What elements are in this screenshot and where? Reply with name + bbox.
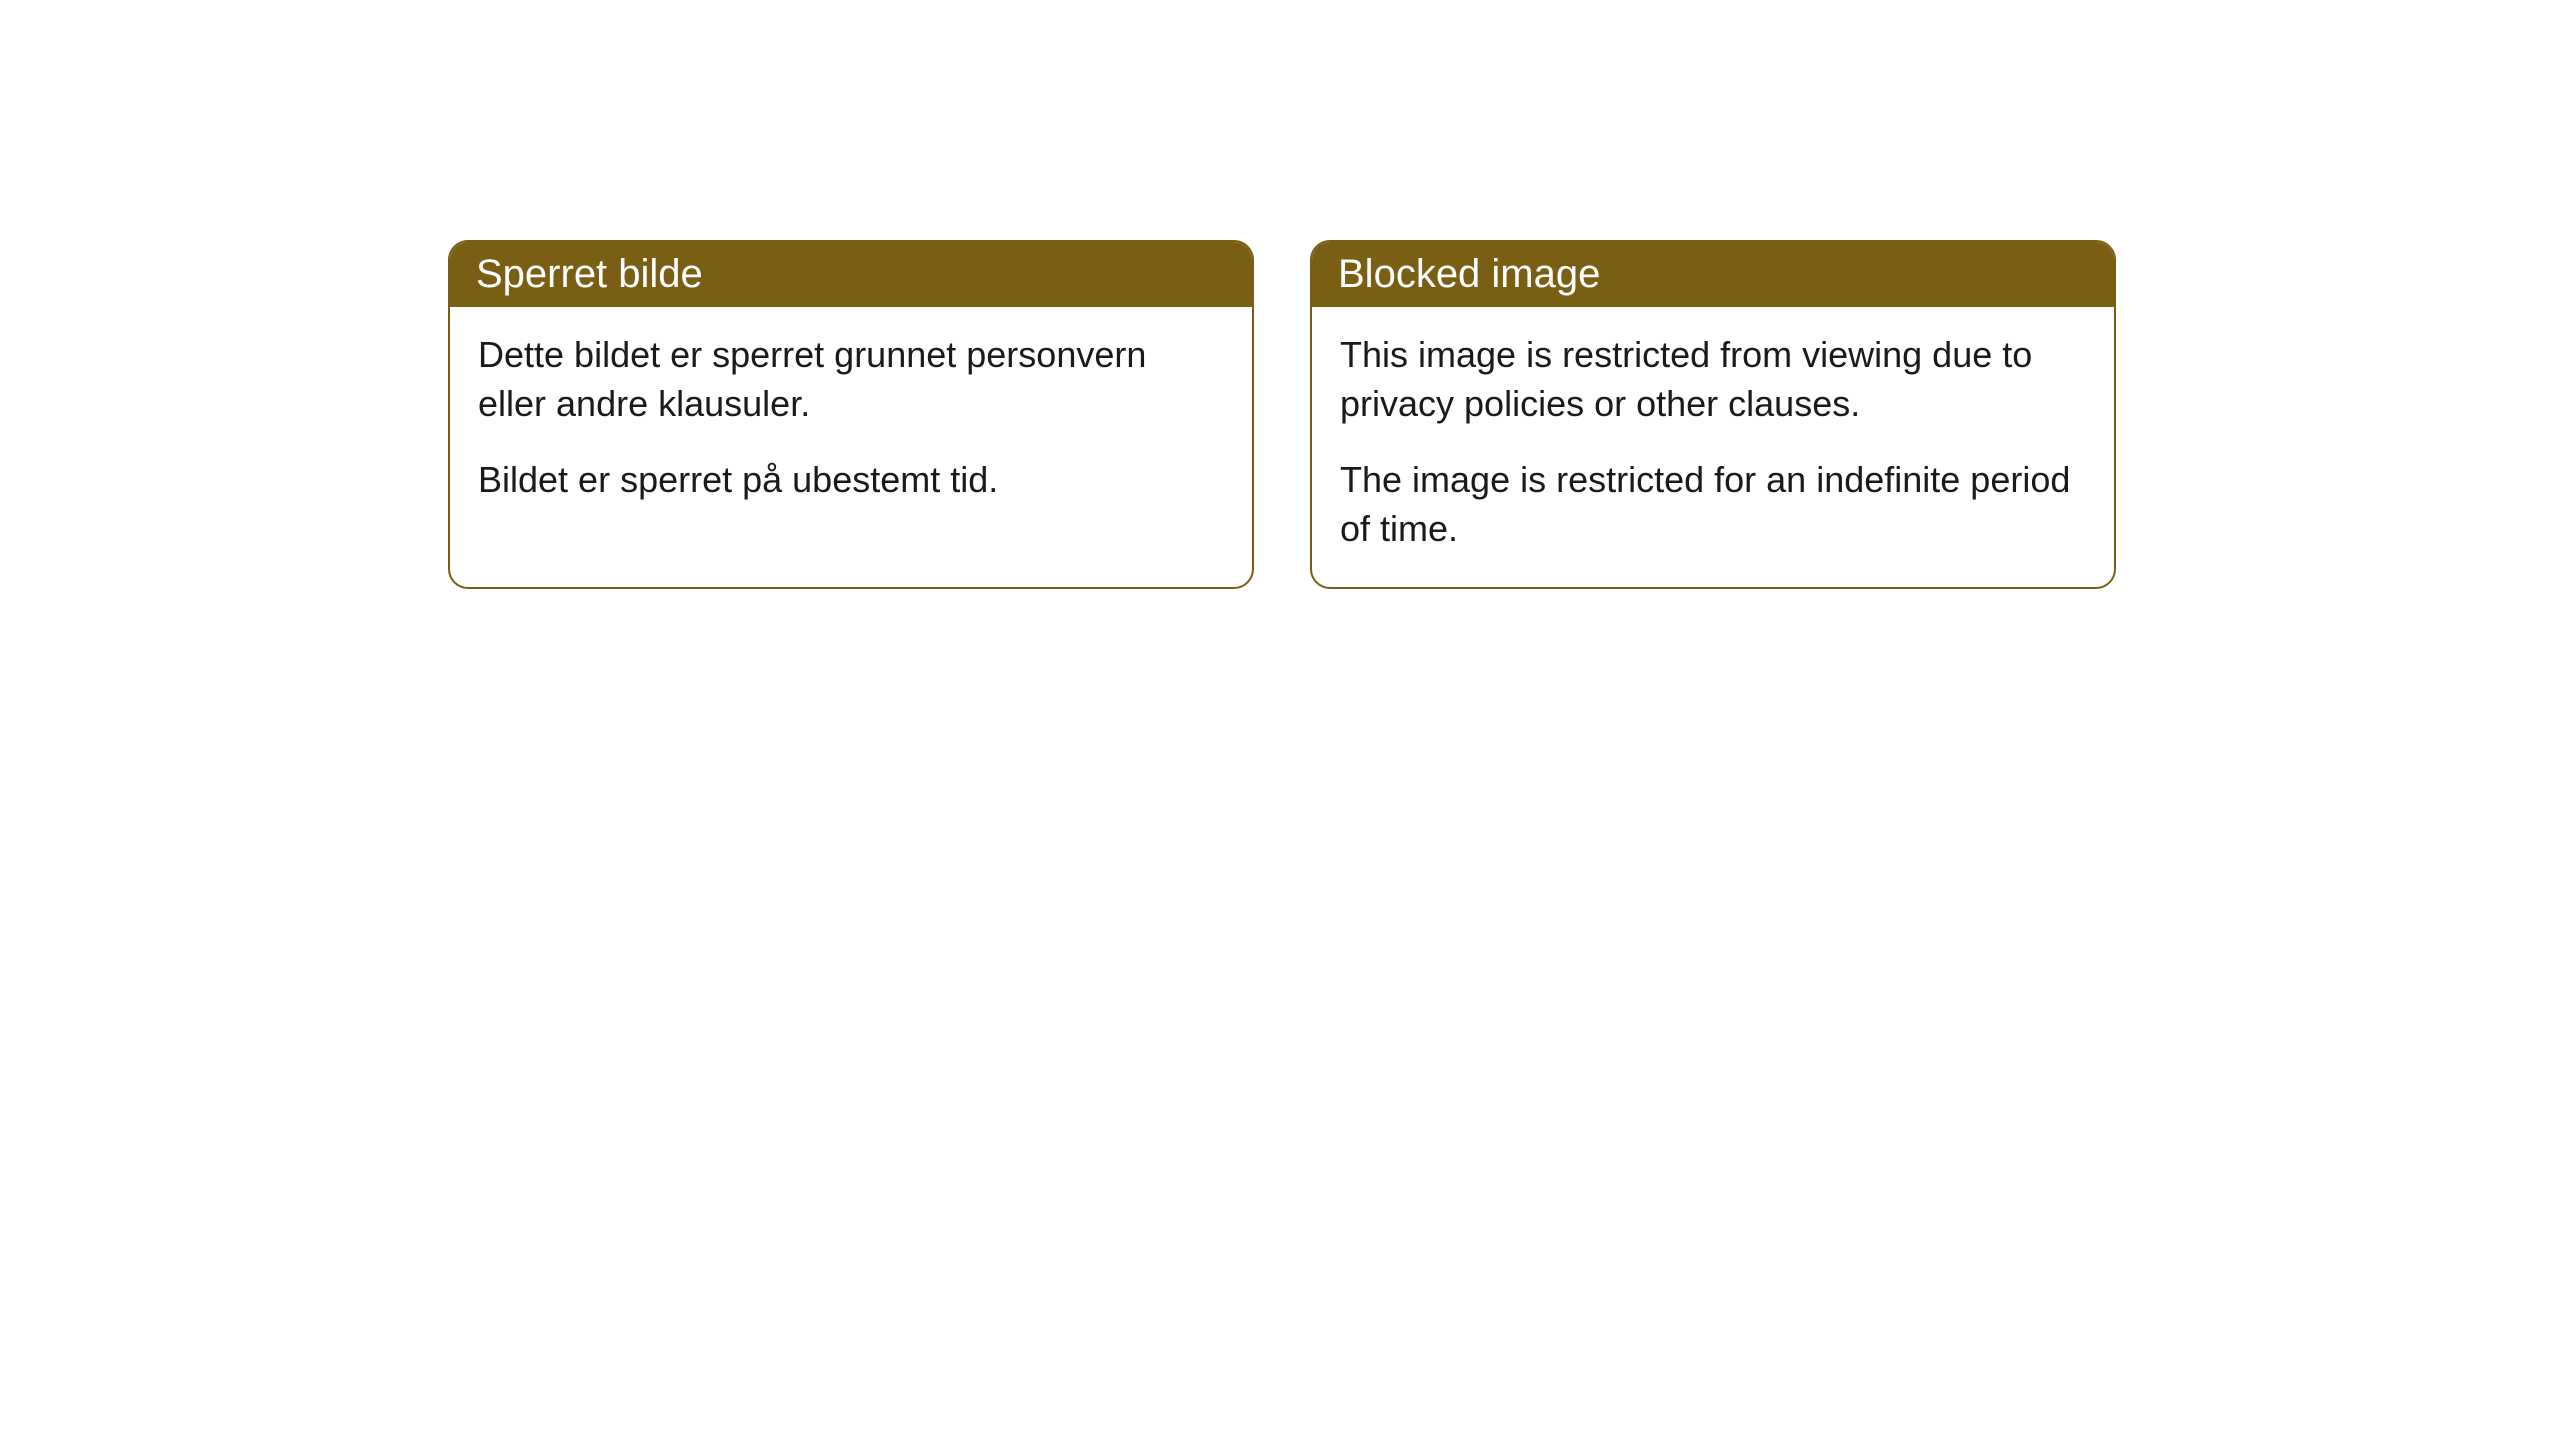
card-body-no: Dette bildet er sperret grunnet personve… xyxy=(450,307,1252,539)
card-paragraph-2-no: Bildet er sperret på ubestemt tid. xyxy=(478,456,1224,505)
card-paragraph-2-en: The image is restricted for an indefinit… xyxy=(1340,456,2086,553)
card-paragraph-1-no: Dette bildet er sperret grunnet personve… xyxy=(478,331,1224,428)
card-header-en: Blocked image xyxy=(1312,242,2114,307)
card-paragraph-1-en: This image is restricted from viewing du… xyxy=(1340,331,2086,428)
card-body-en: This image is restricted from viewing du… xyxy=(1312,307,2114,587)
blocked-image-card-no: Sperret bilde Dette bildet er sperret gr… xyxy=(448,240,1254,589)
notice-cards-container: Sperret bilde Dette bildet er sperret gr… xyxy=(448,240,2116,589)
blocked-image-card-en: Blocked image This image is restricted f… xyxy=(1310,240,2116,589)
card-header-no: Sperret bilde xyxy=(450,242,1252,307)
